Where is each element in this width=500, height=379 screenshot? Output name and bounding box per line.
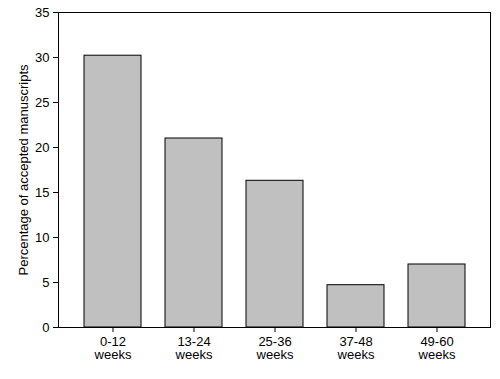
svg-text:Percentage of accepted manuscr: Percentage of accepted manuscripts [16,64,31,276]
svg-text:37-48weeks: 37-48weeks [337,334,375,362]
svg-text:25-36weeks: 25-36weeks [256,334,294,362]
svg-text:0: 0 [42,320,49,335]
svg-text:49-60weeks: 49-60weeks [418,334,456,362]
svg-text:15: 15 [35,185,49,200]
svg-text:13-24weeks: 13-24weeks [175,334,213,362]
svg-text:10: 10 [35,230,49,245]
svg-text:20: 20 [35,140,49,155]
svg-text:35: 35 [35,5,49,20]
svg-text:25: 25 [35,95,49,110]
svg-text:5: 5 [42,275,49,290]
svg-text:30: 30 [35,50,49,65]
svg-text:0-12weeks: 0-12weeks [94,334,132,362]
